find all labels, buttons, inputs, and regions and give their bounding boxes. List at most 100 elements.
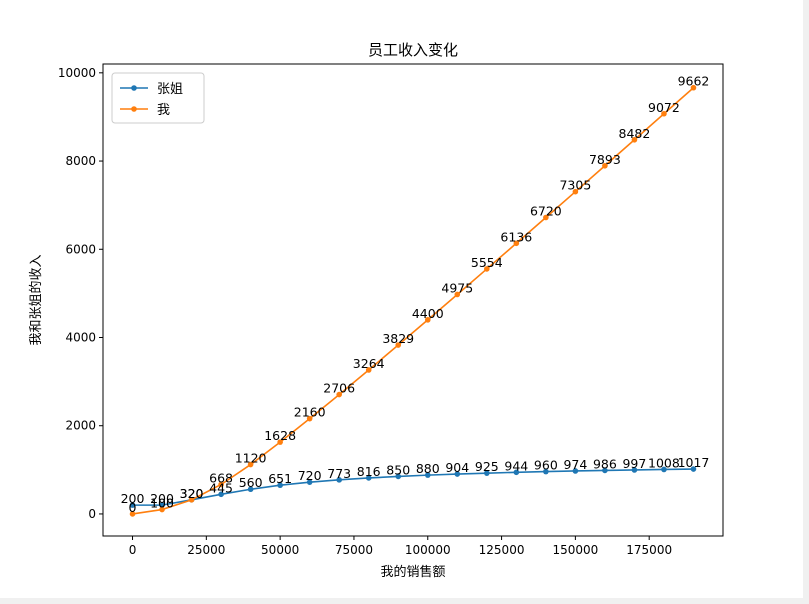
data-point [484, 266, 490, 272]
data-point [424, 472, 431, 478]
data-point [513, 240, 520, 247]
data-point [631, 467, 638, 473]
legend-label: 张姐 [157, 82, 183, 97]
data-label: 2160 [294, 405, 326, 420]
series-line [132, 87, 695, 515]
data-point [661, 466, 667, 473]
data-point [159, 506, 165, 513]
data-point [424, 317, 431, 323]
data-point [572, 188, 579, 195]
data-label: 7305 [559, 178, 591, 193]
data-point [690, 466, 697, 472]
data-point [277, 482, 283, 489]
x-tick-label: 125000 [479, 543, 525, 557]
data-label: 997 [622, 456, 646, 471]
data-label: 6136 [500, 229, 532, 244]
data-point [454, 291, 461, 298]
data-label: 925 [475, 459, 499, 474]
data-point [572, 468, 579, 474]
data-label: 7893 [589, 152, 621, 167]
data-point [631, 136, 638, 143]
series-1-labels: 200 200 320 445 560 651 720 773 816 850 880 904 925 9… [121, 455, 710, 506]
y-tick-label: 2000 [65, 419, 96, 433]
y-tick-label: 6000 [65, 242, 96, 256]
data-point [543, 468, 549, 475]
legend-item: 我 [120, 103, 170, 118]
x-tick-label: 50000 [261, 543, 299, 557]
data-point [365, 367, 372, 373]
data-point [395, 473, 402, 480]
data-label: 100 [150, 496, 174, 511]
data-label: 3264 [353, 356, 385, 371]
series-line [132, 468, 694, 506]
data-point [218, 491, 224, 498]
legend-label: 我 [157, 103, 170, 118]
y-tick-label: 8000 [65, 154, 96, 168]
data-label: 986 [593, 456, 617, 471]
data-point [247, 461, 254, 468]
data-point [602, 467, 608, 474]
x-tick-label: 175000 [626, 543, 672, 557]
data-label: 4975 [441, 280, 473, 295]
data-label: 773 [327, 466, 351, 481]
data-label: 668 [209, 470, 233, 485]
data-point [277, 439, 283, 445]
data-point [159, 502, 165, 508]
data-label: 3829 [382, 331, 414, 346]
data-label: 651 [268, 471, 292, 486]
data-label: 445 [209, 480, 233, 495]
data-point [188, 497, 195, 503]
series-2 [129, 84, 697, 517]
data-point [513, 469, 520, 476]
data-label: 0 [129, 500, 137, 515]
data-point [336, 477, 342, 483]
data-label: 9072 [648, 100, 680, 115]
data-point [484, 470, 490, 476]
data-point [306, 415, 313, 422]
data-label: 720 [298, 468, 322, 483]
data-label: 320 [180, 486, 204, 501]
y-axis: 0 2000 4000 6000 8000 10000 [58, 66, 103, 521]
x-tick-label: 75000 [335, 543, 373, 557]
data-point [336, 391, 342, 398]
data-point [543, 214, 549, 221]
data-label: 560 [239, 475, 263, 490]
series-1 [129, 466, 697, 508]
y-tick-label: 10000 [58, 66, 96, 80]
data-point [690, 84, 697, 91]
data-label: 9662 [678, 74, 710, 89]
x-tick-label: 150000 [552, 543, 598, 557]
data-point [602, 162, 608, 169]
data-label: 1017 [678, 455, 710, 470]
x-axis-title: 我的销售额 [380, 564, 445, 580]
data-label: 880 [416, 461, 440, 476]
data-point [218, 481, 224, 488]
data-labels: 200 200 320 445 560 651 720 773 816 850 880 904 925 9… [121, 74, 710, 515]
x-axis: 0 25000 50000 75000 100000 125000 150000 175000 [129, 536, 672, 557]
data-label: 6720 [530, 204, 562, 219]
x-tick-label: 100000 [405, 543, 451, 557]
data-point [306, 479, 313, 485]
y-tick-label: 0 [88, 507, 96, 521]
data-point [661, 110, 667, 117]
data-label: 1008 [648, 455, 680, 470]
data-point [129, 502, 136, 508]
data-label: 1628 [264, 428, 296, 443]
y-axis-title: 我和张姐的收入 [28, 254, 44, 345]
data-point [395, 342, 402, 348]
data-point [365, 475, 372, 481]
data-label: 904 [445, 460, 469, 475]
data-label: 200 [121, 491, 145, 506]
legend-swatch-marker [131, 85, 137, 91]
data-label: 816 [357, 464, 381, 479]
y-tick-label: 4000 [65, 330, 96, 344]
chart-title: 员工收入变化 [368, 41, 458, 59]
data-label: 2706 [323, 381, 355, 396]
data-label: 200 [150, 491, 174, 506]
series-layer [129, 84, 697, 517]
data-label: 320 [180, 486, 204, 501]
data-label: 944 [504, 458, 528, 473]
